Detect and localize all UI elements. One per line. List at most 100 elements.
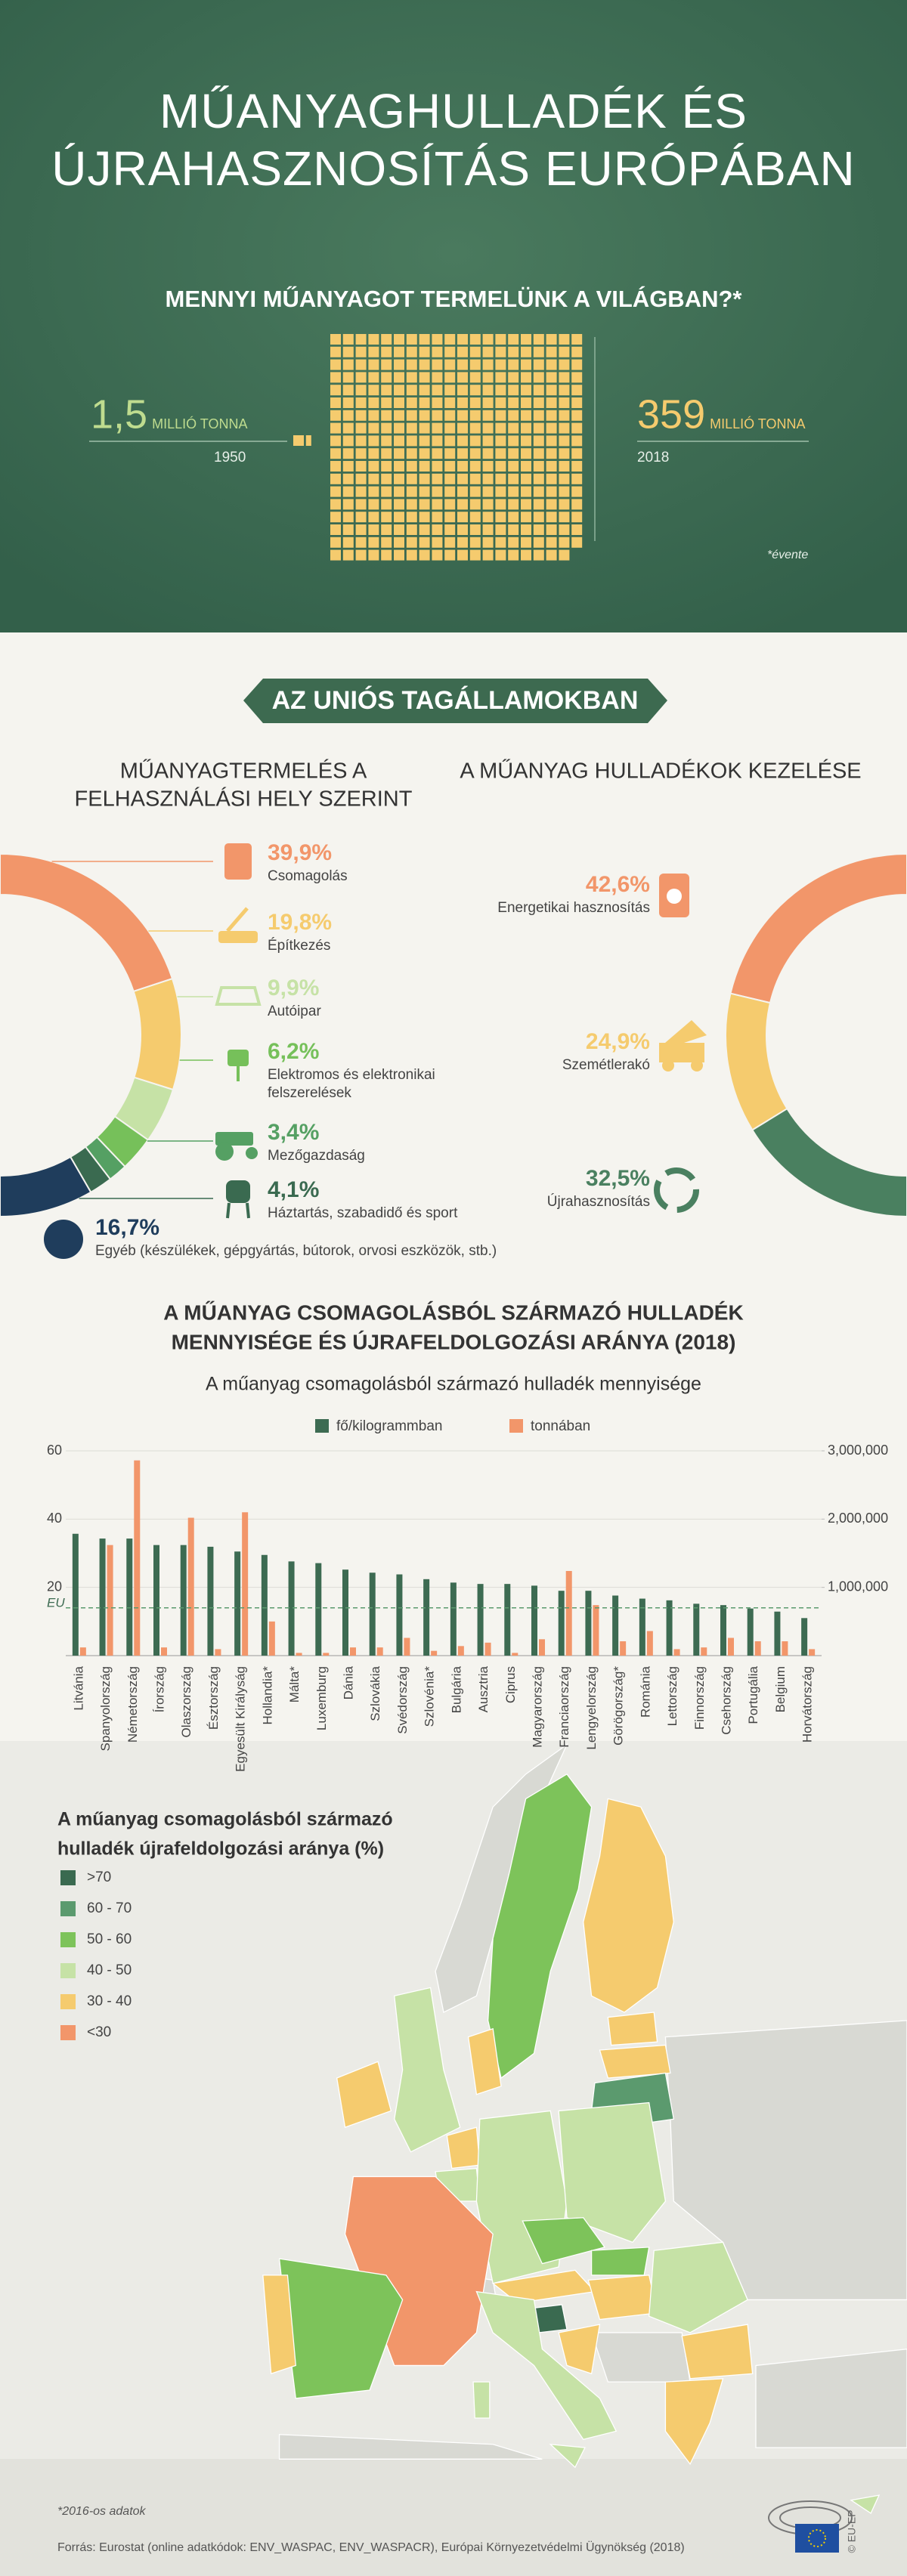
square <box>571 486 583 497</box>
bar <box>620 1641 627 1656</box>
bar <box>639 1598 645 1656</box>
square <box>330 461 341 472</box>
square <box>355 397 367 408</box>
country <box>583 1798 674 2013</box>
x-tick-label: Ciprus <box>503 1666 518 1703</box>
square <box>432 346 443 357</box>
square <box>342 422 354 434</box>
square <box>495 435 506 447</box>
legend-label: 40 - 50 <box>87 1962 132 1978</box>
bar <box>593 1605 599 1656</box>
square <box>546 486 557 497</box>
square <box>419 461 430 472</box>
square <box>495 346 506 357</box>
square <box>533 372 544 383</box>
bar <box>585 1591 592 1656</box>
legend-label: >70 <box>87 1869 111 1885</box>
square <box>508 473 519 484</box>
square <box>444 346 456 357</box>
icon <box>665 1020 707 1043</box>
square <box>571 537 583 548</box>
y-tick-label: 40 <box>47 1511 62 1526</box>
square <box>521 410 531 421</box>
x-tick-label: Portugália <box>746 1665 760 1724</box>
square <box>495 473 506 484</box>
main-title: ÚJRAHASZNOSÍTÁS EURÓPÁBAN <box>51 141 855 196</box>
y-tick-label: 20 <box>47 1579 62 1594</box>
percent-label: 9,9% <box>268 976 319 1000</box>
square <box>508 435 519 447</box>
donut-segment <box>751 1107 907 1218</box>
square <box>482 512 494 523</box>
square <box>342 499 354 510</box>
square <box>406 461 417 472</box>
square <box>546 410 557 421</box>
bar <box>720 1605 726 1656</box>
square <box>432 385 443 396</box>
square <box>508 512 519 523</box>
bar <box>457 1646 464 1656</box>
square <box>571 334 583 345</box>
square <box>533 448 544 459</box>
square <box>342 461 354 472</box>
production-squares <box>293 435 311 446</box>
icon <box>246 1147 258 1159</box>
bar <box>126 1538 133 1656</box>
square <box>469 461 481 472</box>
square <box>457 359 468 370</box>
square <box>457 473 468 484</box>
square <box>571 473 583 484</box>
square <box>521 346 531 357</box>
bar <box>207 1546 214 1656</box>
legend-swatch <box>60 1963 76 1978</box>
square <box>355 372 367 383</box>
square <box>406 372 417 383</box>
square <box>394 385 404 396</box>
square <box>368 499 379 510</box>
square <box>355 410 367 421</box>
square <box>469 397 481 408</box>
bar <box>404 1637 410 1656</box>
square <box>394 473 404 484</box>
square <box>559 512 570 523</box>
square <box>305 435 311 446</box>
icon <box>654 1167 699 1213</box>
square <box>381 372 392 383</box>
bar <box>565 1570 572 1656</box>
legend-label: <30 <box>87 2024 111 2040</box>
bar <box>234 1551 241 1656</box>
legend-label: 60 - 70 <box>87 1900 132 1916</box>
square <box>355 486 367 497</box>
square <box>521 537 531 548</box>
square <box>533 486 544 497</box>
square <box>533 346 544 357</box>
square <box>419 359 430 370</box>
square <box>559 372 570 383</box>
square <box>508 537 519 548</box>
square <box>394 461 404 472</box>
square <box>406 512 417 523</box>
square <box>355 435 367 447</box>
x-tick-label: Spanyolország <box>98 1666 113 1751</box>
bar <box>747 1608 754 1656</box>
square <box>469 448 481 459</box>
square <box>508 372 519 383</box>
bar <box>288 1561 295 1656</box>
square <box>571 346 583 357</box>
average-label: EU <box>47 1595 65 1610</box>
square <box>533 537 544 548</box>
square <box>508 524 519 535</box>
square <box>533 524 544 535</box>
square <box>444 334 456 345</box>
square <box>394 397 404 408</box>
square <box>330 422 341 434</box>
legend-label: 50 - 60 <box>87 1931 132 1947</box>
square <box>381 537 392 548</box>
square <box>368 512 379 523</box>
square <box>495 334 506 345</box>
percent-label: 4,1% <box>268 1177 319 1202</box>
square <box>495 385 506 396</box>
x-tick-label: Lengyelország <box>584 1666 599 1750</box>
x-tick-label: Málta* <box>287 1666 302 1703</box>
square <box>330 473 341 484</box>
